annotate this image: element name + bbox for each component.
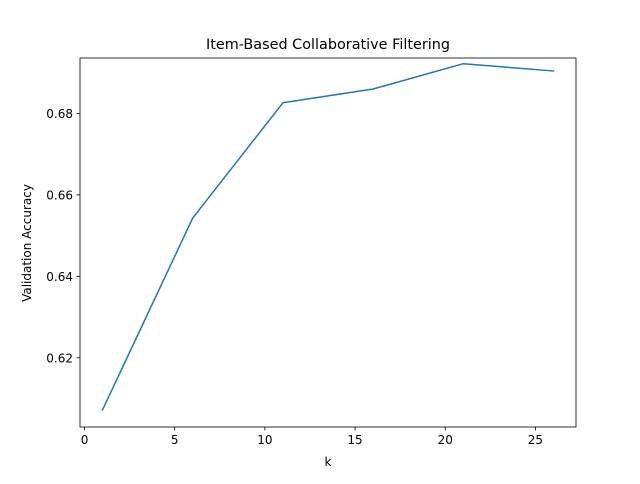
x-tick-label: 0	[81, 433, 89, 447]
axes-frame	[79, 57, 577, 428]
x-tick-label: 10	[257, 433, 272, 447]
x-tick-label: 25	[528, 433, 543, 447]
x-axis: 0 5 10 15 20 25	[81, 427, 543, 447]
y-tick-label: 0.68	[46, 107, 73, 121]
y-tick-label: 0.62	[46, 351, 73, 365]
x-tick-label: 15	[347, 433, 362, 447]
y-axis-label: Validation Accuracy	[20, 184, 34, 302]
series-line-0	[101, 62, 555, 411]
plot-area	[79, 57, 577, 428]
x-axis-label: k	[325, 455, 332, 469]
y-axis: 0.62 0.64 0.66 0.68	[46, 107, 80, 365]
y-tick-label: 0.64	[46, 270, 73, 284]
x-tick-label: 5	[171, 433, 179, 447]
y-tick-label: 0.66	[46, 188, 73, 202]
chart-title: Item-Based Collaborative Filtering	[206, 37, 450, 53]
x-tick-label: 20	[438, 433, 453, 447]
